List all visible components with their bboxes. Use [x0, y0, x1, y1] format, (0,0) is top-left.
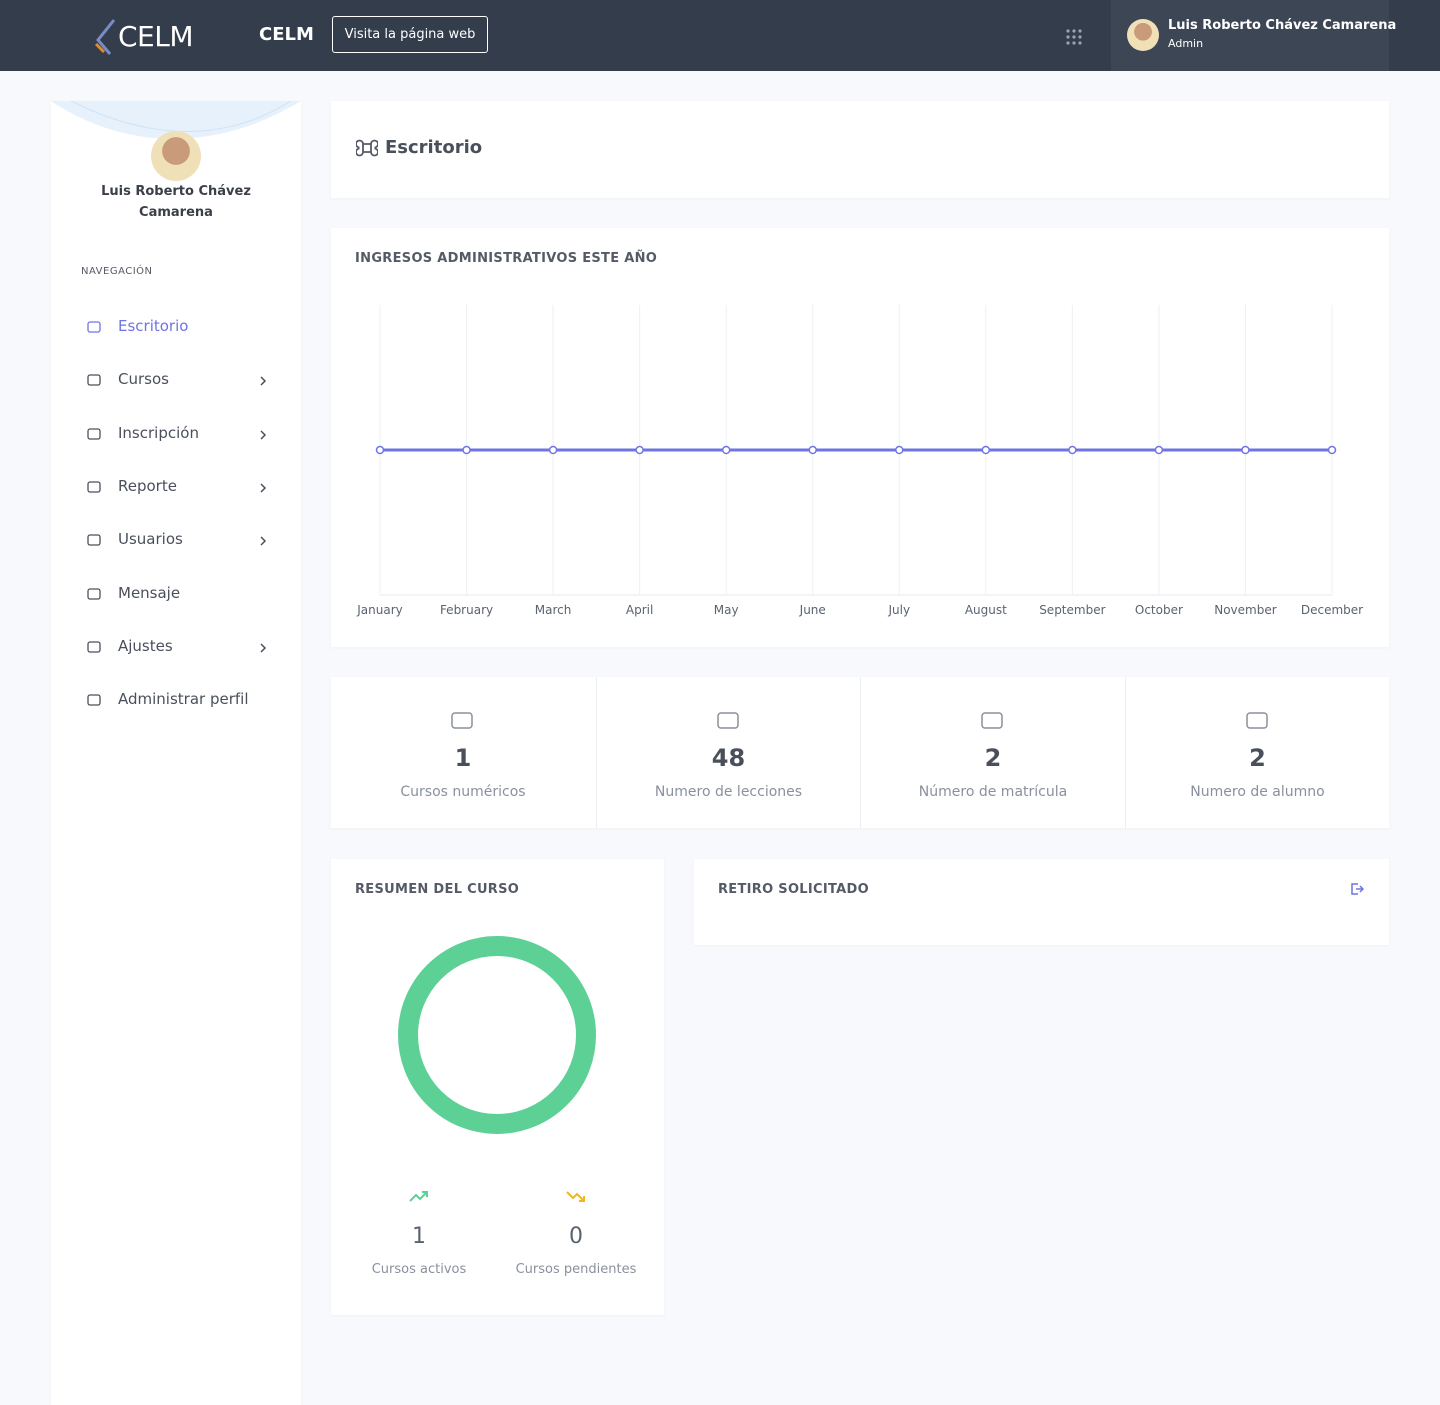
stat-cell: 2 Numero de alumno [1124, 677, 1390, 828]
nav-icon-shape [87, 427, 101, 440]
nav-icon [87, 321, 101, 333]
withdraw-icon[interactable] [1350, 882, 1364, 896]
stat-icon [1245, 712, 1268, 729]
summary-title: RESUMEN DEL CURSO [355, 882, 520, 897]
nav-label: Usuarios [118, 530, 183, 549]
nav-item[interactable]: Inscripción [51, 418, 301, 454]
nav-icon-shape [87, 534, 101, 546]
chevron [260, 376, 267, 386]
summary-card: RESUMEN DEL CURSO [331, 859, 664, 1315]
sidebar-user-name: Luis Roberto Chávez Camarena [101, 184, 251, 220]
nav-icon [87, 481, 101, 493]
stat-value: 2 [984, 744, 1002, 772]
nav-icon-shape [87, 321, 101, 333]
stat-icon [981, 712, 1003, 729]
chart-card: INGRESOS ADMINISTRATIVOS ESTE AÑO [331, 228, 1389, 647]
logo-mark [94, 19, 116, 55]
stat-icon-shape [716, 712, 739, 729]
nav-item[interactable]: Usuarios [51, 524, 301, 560]
stat-cell: 48 Numero de lecciones [595, 677, 861, 828]
chevron [260, 643, 267, 653]
user-role: Admin [1168, 37, 1204, 50]
brand[interactable]: CELM [259, 24, 314, 45]
submenu-chevron [260, 536, 267, 546]
nav-label: Mensaje [118, 583, 181, 602]
nav-icon [87, 534, 101, 546]
stat-label: Numero de alumno [1190, 784, 1325, 800]
nav-item[interactable]: Escritorio [51, 311, 301, 347]
nav-item[interactable]: Reporte [51, 471, 301, 507]
nav-icon-shape [87, 481, 101, 493]
chart-title: INGRESOS ADMINISTRATIVOS ESTE AÑO [355, 251, 658, 266]
withdrawals-card: RETIRO SOLICITADO [694, 859, 1389, 945]
nav-icon-shape [87, 374, 101, 386]
nav-label: Ajustes [118, 636, 173, 655]
nav-label: Inscripción [118, 423, 199, 442]
stats-card: 1 Cursos numéricos 48 Numero de lecciones 2 N… [331, 677, 1389, 828]
stat-cell: 1 Cursos numéricos [331, 677, 595, 828]
submenu-chevron [260, 483, 267, 493]
nav-item[interactable]: Ajustes [51, 631, 301, 667]
nav-label: Cursos [118, 370, 169, 389]
nav-label: Reporte [118, 476, 177, 495]
submenu-chevron [260, 643, 267, 653]
stat-icon [716, 712, 739, 729]
nav-icon [87, 587, 101, 600]
nav-item[interactable]: Cursos [51, 364, 301, 400]
nav-label: Administrar perfil [118, 690, 249, 709]
chevron [260, 430, 267, 440]
page-title: Escritorio [385, 137, 483, 158]
stat-value: 2 [1249, 744, 1266, 772]
page-header: Escritorio [331, 101, 1389, 198]
sidebar: Luis Roberto Chávez Camarena NAVEGACIÓN … [51, 101, 301, 1405]
stat-value: 1 [454, 744, 472, 772]
stat-label: Numero de lecciones [654, 784, 803, 800]
stat-cell: 2 Número de matrícula [860, 677, 1125, 828]
submenu-chevron [260, 376, 267, 386]
stat-icon-shape [981, 712, 1003, 729]
nav-icon-shape [87, 694, 101, 706]
apps-icon[interactable] [1065, 28, 1083, 46]
withdrawals-title: RETIRO SOLICITADO [718, 882, 869, 897]
nav-label: Escritorio [118, 317, 189, 335]
user-menu[interactable]: Luis Roberto Chávez Camarena Admin [1111, 0, 1396, 71]
nav-icon [87, 427, 101, 440]
top-bar: CELM CELM Visita la página web Luis Robe… [0, 0, 1440, 71]
avatar [1127, 19, 1159, 51]
chevron [260, 483, 267, 493]
nav-item[interactable]: Mensaje [51, 578, 301, 614]
user-name: Luis Roberto Chávez Camarena [1168, 18, 1397, 33]
nav-title: NAVEGACIÓN [81, 266, 153, 277]
stat-label: Cursos numéricos [400, 784, 526, 800]
stat-icon-shape [1245, 712, 1268, 729]
stat-icon [451, 712, 473, 729]
nav-item[interactable]: Administrar perfil [51, 684, 301, 720]
stat-value: 48 [711, 744, 746, 772]
nav-icon [87, 694, 101, 706]
nav-icon [87, 641, 101, 653]
nav-icon-shape [87, 641, 101, 653]
nav-icon-shape [87, 587, 101, 600]
submenu-chevron [260, 430, 267, 440]
logo-text: CELM [118, 20, 194, 53]
website-button[interactable]: Visita la página web [332, 16, 488, 53]
chevron [260, 536, 267, 546]
command-icon [356, 139, 378, 157]
stat-icon-shape [451, 712, 473, 729]
stat-label: Número de matrícula [918, 784, 1068, 800]
sidebar-avatar [151, 131, 201, 181]
nav-icon [87, 374, 101, 386]
